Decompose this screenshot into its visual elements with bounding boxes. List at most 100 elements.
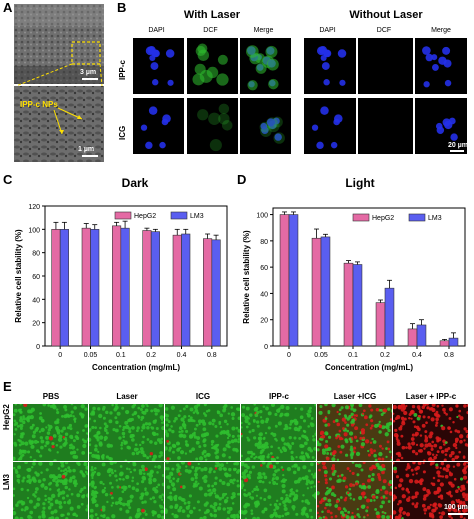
stain-tile	[393, 404, 468, 461]
y-tick-label: 20	[32, 321, 40, 328]
micrograph-tile	[304, 38, 356, 94]
y-tick-label: 40	[260, 291, 268, 298]
bar-lm3	[416, 324, 427, 347]
x-tick-label: 0.8	[207, 352, 217, 359]
x-tick-label: 0.2	[146, 352, 156, 359]
y-tick-label: 0	[36, 344, 40, 351]
legend-swatch-lm3	[408, 213, 426, 222]
micrograph-tile	[187, 38, 238, 94]
panel-letter-e: E	[3, 379, 12, 394]
bar-lm3	[59, 229, 69, 347]
bar-hepg2	[311, 237, 322, 347]
x-tick-label: 0.05	[314, 352, 328, 359]
stain-tile	[241, 462, 316, 519]
panel-letter-d: D	[237, 172, 247, 187]
row-label-ipp-c: IPP-c	[118, 59, 127, 80]
micrograph-tile	[415, 98, 467, 154]
micrograph-tile	[358, 38, 413, 94]
stain-col-label: PBS	[42, 392, 60, 401]
x-tick-label: 0.1	[348, 352, 358, 359]
legend-swatch-hepg2	[352, 213, 370, 222]
col-label-without-dapi: DAPI	[319, 27, 336, 34]
y-tick-label: 100	[256, 213, 268, 220]
bar-hepg2	[343, 262, 354, 347]
bar-lm3	[448, 337, 459, 347]
tem-panel: 3 µm 1 µm IPP-c NPs	[14, 4, 104, 162]
stain-tile	[317, 462, 392, 519]
chart-light: 0 20 40 60 80 100 0 0.05 0.1 0.2 0.4 0.8 Relative ce…	[242, 207, 466, 372]
stain-col-label: Laser	[116, 392, 138, 401]
bar-hepg2	[142, 230, 152, 347]
x-axis-label: Concentration (mg/mL)	[92, 363, 180, 372]
x-tick-label: 0.4	[412, 352, 422, 359]
micro-scale-bar	[450, 150, 464, 152]
bar-hepg2	[375, 302, 386, 347]
bar-lm3	[320, 236, 331, 347]
x-axis-label: Concentration (mg/mL)	[325, 363, 413, 372]
legend-label-lm3: LM3	[428, 215, 442, 222]
legend-label-hepg2: HepG2	[372, 215, 394, 222]
col-label-with-merge: Merge	[253, 27, 274, 34]
bar-lm3	[211, 239, 221, 347]
bar-lm3	[384, 287, 395, 347]
bar-hepg2	[81, 227, 91, 347]
x-tick-label: 0.1	[116, 352, 126, 359]
chart-dark: 0 20 40 60 80 100 120 0 0.05 0.1 0.2 0.4 0.8 Relative…	[14, 204, 228, 372]
stain-scale-bar	[448, 513, 468, 515]
bar-lm3	[90, 229, 100, 347]
y-tick-label: 0	[264, 344, 268, 351]
x-tick-label: 0.4	[177, 352, 187, 359]
stain-tile	[393, 462, 468, 519]
bar-hepg2	[279, 214, 290, 347]
plot-frame	[272, 207, 466, 347]
y-tick-label: 20	[260, 318, 268, 325]
micrograph-tile	[240, 38, 291, 94]
panel-letter-c: C	[3, 172, 13, 187]
micrograph-tile	[358, 98, 413, 154]
bar-hepg2	[439, 340, 450, 347]
bar-hepg2	[203, 238, 213, 347]
y-tick-label: 60	[260, 265, 268, 272]
bar-lm3	[150, 231, 160, 347]
y-tick-label: 80	[32, 251, 40, 258]
tem-scale-bottom: 1 µm	[78, 146, 95, 153]
bar-hepg2	[172, 234, 182, 347]
x-tick-label: 0	[58, 352, 62, 359]
stain-tile	[241, 404, 316, 461]
x-tick-label: 0.8	[444, 352, 454, 359]
stain-col-label: ICG	[195, 392, 211, 401]
x-tick-label: 0	[287, 352, 291, 359]
stain-tile	[165, 404, 240, 461]
legend-swatch-lm3	[170, 211, 188, 220]
row-label-hepg2: HepG2	[2, 404, 11, 430]
y-tick-label: 100	[28, 227, 40, 234]
stain-tile	[89, 462, 164, 519]
stain-tile	[165, 462, 240, 519]
micrograph-tile	[240, 98, 291, 154]
col-label-with-dapi: DAPI	[148, 27, 165, 34]
chart-dark-title: Dark	[121, 176, 149, 190]
legend-swatch-hepg2	[114, 211, 132, 220]
micrograph-tile	[304, 98, 356, 154]
stain-tile	[13, 404, 88, 461]
stain-scale-label: 100 µm	[444, 504, 468, 511]
stain-col-label: Laser +ICG	[333, 392, 377, 401]
bar-lm3	[352, 264, 363, 347]
stain-tile	[317, 404, 392, 461]
group-header-with-laser: With Laser	[183, 9, 241, 21]
x-tick-label: 0.2	[380, 352, 390, 359]
bar-lm3	[120, 227, 130, 347]
y-tick-label: 80	[260, 239, 268, 246]
bar-hepg2	[407, 328, 418, 347]
legend-label-lm3: LM3	[190, 213, 204, 220]
y-axis-label: Relative cell stability (%)	[14, 229, 23, 323]
micro-scale-label: 20 µm	[448, 142, 468, 149]
col-label-with-dcf: DCF	[203, 27, 218, 34]
stain-col-label: IPP-c	[268, 392, 289, 401]
y-tick-label: 120	[28, 204, 40, 211]
micrograph-tile	[133, 38, 184, 94]
y-axis-label: Relative cell stability (%)	[242, 230, 251, 324]
micrograph-tile	[187, 98, 238, 154]
chart-light-title: Light	[345, 176, 375, 190]
panel-letter-b: B	[117, 0, 127, 15]
